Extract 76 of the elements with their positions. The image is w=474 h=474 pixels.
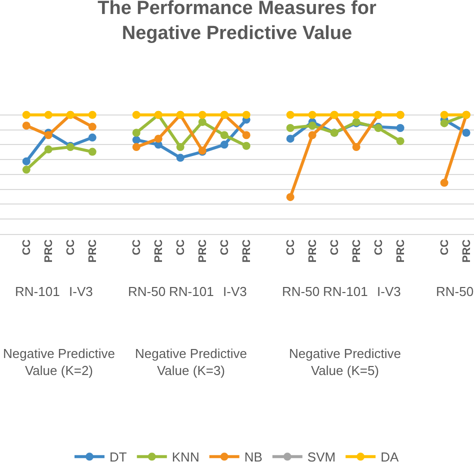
x-tick-label: PRC: [86, 239, 99, 263]
text: I-V3: [223, 284, 247, 299]
point: [308, 131, 316, 140]
text: I-V3: [69, 284, 93, 299]
text: RN-50: [282, 284, 320, 299]
x-tick-label: PRC: [350, 239, 363, 263]
x-tick-label: CC: [218, 239, 231, 256]
point: [132, 128, 140, 137]
point: [132, 136, 140, 144]
point: [440, 119, 448, 128]
x-tick-label: PRC: [42, 239, 55, 263]
point: [176, 143, 184, 152]
text: Negative Predictive Value (K=3): [135, 346, 247, 378]
point: [440, 110, 448, 119]
point: [44, 145, 52, 154]
point: [88, 148, 96, 156]
text: RN-50: [128, 284, 166, 299]
text: Negative Predictive Value (K=2): [3, 346, 115, 378]
x-tick-label: CC: [284, 239, 297, 256]
x-tick-label: CC: [130, 239, 143, 256]
point: [396, 124, 404, 132]
point: [352, 110, 360, 119]
x-tick-label: CC: [438, 239, 451, 256]
text: RN-101: [15, 284, 60, 299]
point: [440, 178, 448, 187]
point: [132, 110, 140, 119]
point: [396, 137, 404, 146]
legend-label: NB: [244, 450, 262, 465]
x-tick-label: PRC: [240, 239, 253, 263]
point: [22, 166, 30, 174]
point: [154, 134, 162, 143]
point: [176, 154, 184, 162]
point: [132, 143, 140, 152]
x-tick-label: CC: [174, 239, 187, 256]
point: [88, 110, 96, 119]
point: [352, 143, 360, 152]
point: [44, 110, 52, 119]
legend-label: SVM: [307, 450, 336, 465]
x-tick-label: PRC: [306, 239, 319, 263]
point: [44, 131, 52, 140]
point: [88, 134, 96, 142]
point: [286, 110, 294, 119]
text: RN-101: [169, 284, 214, 299]
x-tick-label: CC: [20, 239, 33, 256]
x-tick-label: PRC: [460, 239, 473, 263]
point: [308, 122, 316, 130]
point: [286, 124, 294, 132]
x-tick-label: CC: [328, 239, 341, 256]
text: I-V3: [377, 284, 401, 299]
legend-label: DT: [110, 450, 127, 465]
point: [198, 118, 206, 126]
legend-label: DA: [380, 450, 399, 465]
x-tick-label: PRC: [394, 239, 407, 263]
point: [286, 134, 294, 143]
point: [220, 131, 228, 140]
x-tick-label: PRC: [196, 239, 209, 263]
text: RN-101: [323, 284, 368, 299]
text: RN-50: [436, 284, 474, 299]
chart-title: The Performance Measures for Negative Predictive Value: [98, 0, 377, 44]
x-tick-label: CC: [64, 239, 77, 256]
text: Negative Predictive Value (K=5): [289, 346, 401, 378]
point: [286, 193, 294, 202]
point: [22, 110, 30, 119]
point: [242, 142, 250, 150]
point: [88, 122, 96, 131]
x-tick-label: PRC: [152, 239, 165, 263]
point: [22, 122, 30, 130]
point: [308, 110, 316, 119]
point: [22, 157, 30, 166]
point: [198, 110, 206, 119]
legend-label: KNN: [172, 450, 200, 465]
point: [242, 131, 250, 140]
point: [242, 110, 250, 119]
x-tick-label: CC: [372, 239, 385, 256]
point: [462, 128, 470, 137]
point: [220, 140, 228, 149]
